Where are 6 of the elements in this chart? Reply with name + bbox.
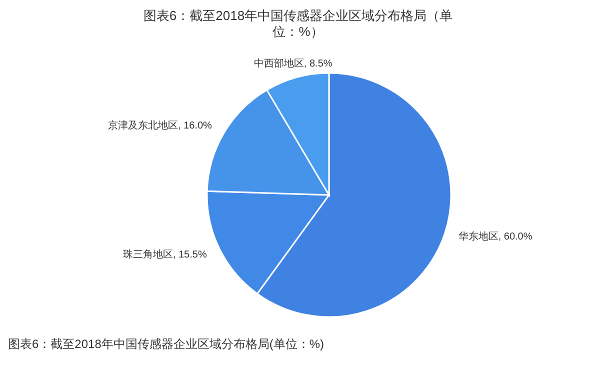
- slice-label: 华东地区, 60.0%: [458, 230, 532, 243]
- slice-label: 京津及东北地区, 16.0%: [108, 119, 212, 132]
- slice-label: 中西部地区, 8.5%: [254, 57, 332, 70]
- chart-title: 图表6：截至2018年中国传感器企业区域分布格局（单位：%）: [142, 8, 454, 41]
- slice-label: 珠三角地区, 15.5%: [122, 248, 207, 260]
- text: 图表6：截至2018年中国传感器企业区域分布格局(单位：%): [8, 336, 326, 353]
